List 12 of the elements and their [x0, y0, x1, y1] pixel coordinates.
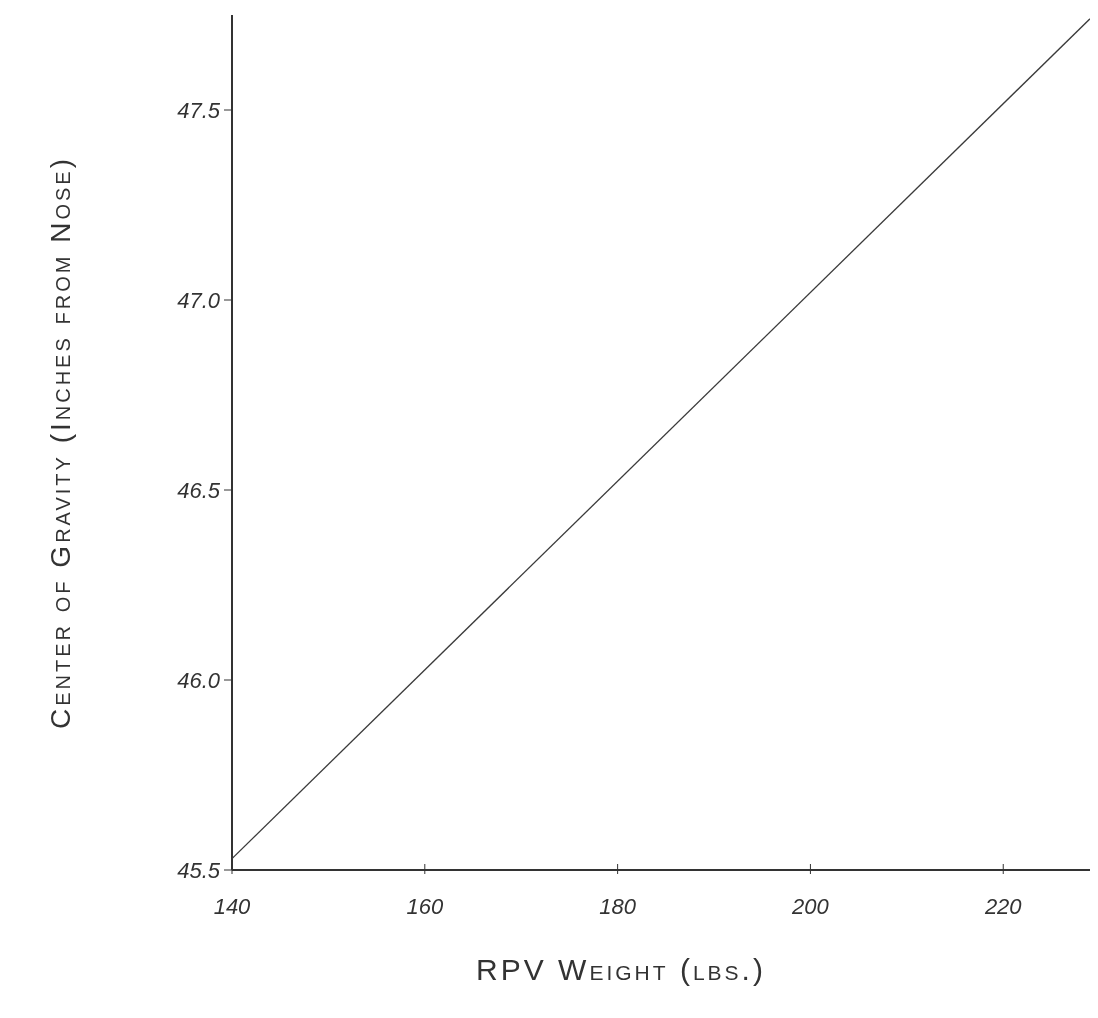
- y-tick-label: 46.5: [177, 478, 221, 503]
- y-tick-label: 45.5: [177, 858, 221, 883]
- x-tick-label: 160: [406, 894, 444, 919]
- x-tick-label: 220: [983, 894, 1023, 919]
- x-axis-title: RPV Weight (lbs.): [476, 953, 766, 986]
- y-tick-label: 47.5: [177, 98, 221, 123]
- x-tick-label: 140: [213, 894, 252, 919]
- x-tick-label: 200: [791, 894, 830, 919]
- y-tick-label: 46.0: [177, 668, 221, 693]
- y-tick-label: 47.0: [177, 288, 221, 313]
- x-tick-label: 180: [599, 894, 637, 919]
- y-axis-title: Center of Gravity (Inches from Nose): [45, 156, 76, 729]
